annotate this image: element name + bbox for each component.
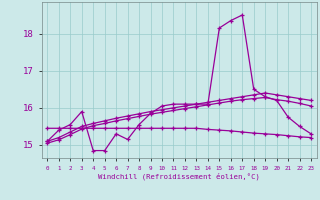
X-axis label: Windchill (Refroidissement éolien,°C): Windchill (Refroidissement éolien,°C) bbox=[98, 172, 260, 180]
